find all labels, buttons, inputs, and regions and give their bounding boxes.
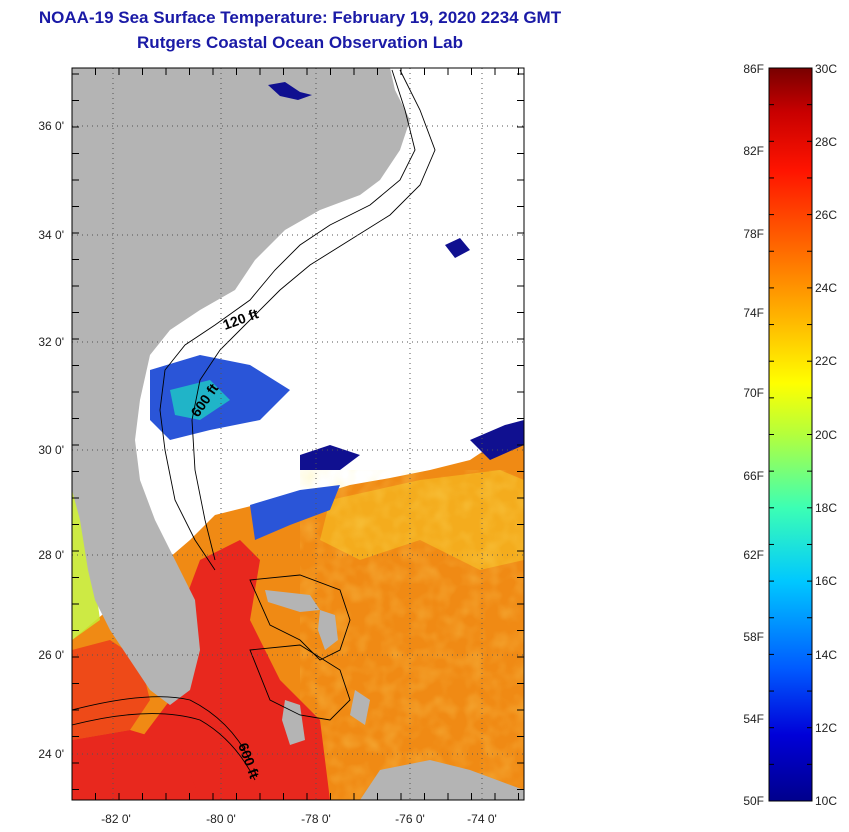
- map-area: 120 ft 600 ft 600 ft: [72, 68, 524, 800]
- axis-ticks: [71, 68, 524, 800]
- colorbar-c-label: 24C: [815, 281, 837, 295]
- colorbar-f-label: 50F: [743, 794, 764, 808]
- colorbar: [768, 67, 813, 802]
- bahamas-island-andros: [282, 700, 305, 745]
- lon-tick-label: -80 0': [206, 812, 236, 826]
- colorbar-ticks: [769, 67, 812, 802]
- florida-keys-hot: [72, 730, 200, 800]
- colorbar-c-label: 16C: [815, 574, 837, 588]
- lon-tick-label: -76 0': [395, 812, 425, 826]
- colorbar-c-label: 20C: [815, 428, 837, 442]
- lat-tick-label: 30 0': [38, 443, 64, 457]
- colorbar-c-label: 12C: [815, 721, 837, 735]
- colorbar-c-label: 30C: [815, 62, 837, 76]
- colorbar-f-label: 78F: [743, 227, 764, 241]
- cold-water-edge-east: [470, 420, 524, 460]
- colorbar-f-label: 54F: [743, 712, 764, 726]
- colorbar-c-label: 26C: [815, 208, 837, 222]
- lon-tick-label: -82 0': [101, 812, 131, 826]
- bahamas-island-east: [350, 690, 370, 725]
- teal-patch: [170, 380, 230, 420]
- graticule: [72, 68, 524, 800]
- colorbar-c-label: 10C: [815, 794, 837, 808]
- lake-pamlico: [268, 82, 312, 100]
- lat-tick-label: 34 0': [38, 228, 64, 242]
- colorbar-f-label: 86F: [743, 62, 764, 76]
- page-title: NOAA-19 Sea Surface Temperature: Februar…: [38, 8, 562, 27]
- lat-tick-label: 24 0': [38, 747, 64, 761]
- colorbar-f-label: 66F: [743, 469, 764, 483]
- cuba-edge: [360, 760, 524, 800]
- colorbar-c-label: 22C: [815, 354, 837, 368]
- cold-blob-north: [445, 238, 470, 258]
- colorbar-c-label: 14C: [815, 648, 837, 662]
- lat-tick-label: 32 0': [38, 335, 64, 349]
- bathymetry-contours: [72, 69, 436, 781]
- lat-tick-label: 28 0': [38, 548, 64, 562]
- bahamas-island-grand: [265, 590, 320, 612]
- gulf-stream-core: [120, 540, 330, 800]
- gulf-of-mexico-warm: [72, 640, 150, 740]
- page-subtitle: Rutgers Coastal Ocean Observation Lab: [137, 33, 463, 52]
- lon-tick-label: -78 0': [301, 812, 331, 826]
- colorbar-c-label: 28C: [815, 135, 837, 149]
- colorbar-f-label: 62F: [743, 548, 764, 562]
- cold-water-band-south: [250, 485, 340, 540]
- lat-tick-label: 36 0': [38, 119, 64, 133]
- colorbar-f-label: 58F: [743, 630, 764, 644]
- colorbar-f-label: 82F: [743, 144, 764, 158]
- colorbar-f-label: 70F: [743, 386, 764, 400]
- colorbar-f-label: 74F: [743, 306, 764, 320]
- lon-tick-label: -74 0': [467, 812, 497, 826]
- cold-water-edge: [300, 445, 360, 470]
- gulf-cool-strip: [72, 490, 100, 640]
- lat-tick-label: 26 0': [38, 648, 64, 662]
- colorbar-c-label: 18C: [815, 501, 837, 515]
- land-mass: [72, 68, 410, 705]
- bahamas-island-abaco: [318, 610, 338, 650]
- map-frame: [71, 67, 525, 801]
